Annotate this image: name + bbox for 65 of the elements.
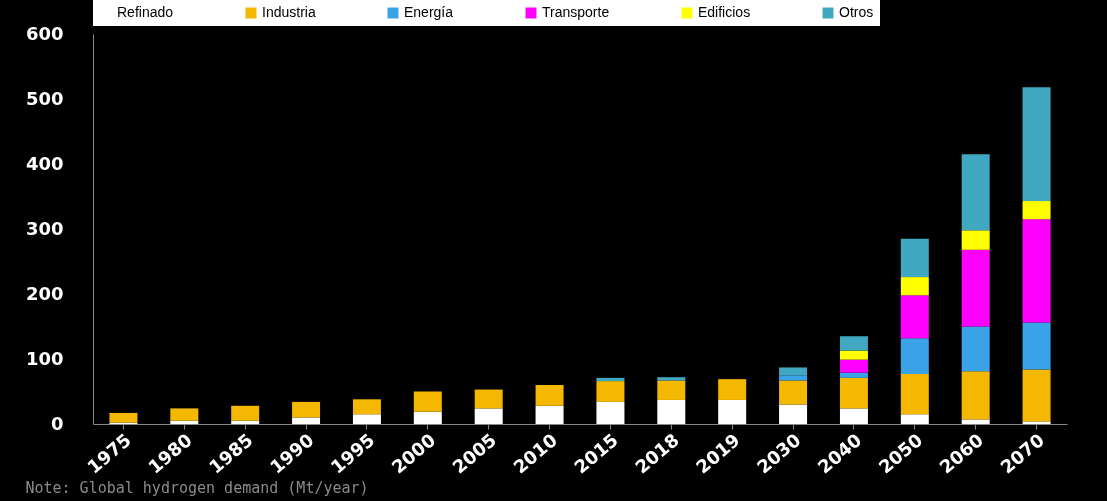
- bar: [839, 408, 868, 424]
- bar: [779, 375, 808, 381]
- bar: [961, 371, 990, 420]
- y-tick-label: 0: [50, 412, 64, 434]
- bar: [900, 295, 929, 339]
- bar: [779, 380, 808, 405]
- bar: [839, 350, 868, 360]
- bar: [596, 401, 625, 424]
- bar: [1022, 201, 1051, 220]
- bar: [718, 379, 747, 400]
- bar: [961, 230, 990, 250]
- bar: [657, 399, 686, 424]
- bar: [596, 377, 625, 382]
- bar: [839, 359, 868, 373]
- bar: [900, 338, 929, 374]
- legend-label: Otros: [839, 4, 874, 20]
- bar: [779, 404, 808, 424]
- bar: [535, 405, 564, 424]
- bar: [900, 277, 929, 296]
- bar: [657, 380, 686, 400]
- bar: [839, 336, 868, 351]
- bar: [961, 326, 990, 372]
- bar: [535, 385, 564, 406]
- bar: [413, 391, 442, 412]
- bar: [779, 367, 808, 376]
- y-tick-label: 100: [25, 347, 64, 369]
- bar: [1022, 322, 1051, 370]
- legend-label: Edificios: [698, 4, 751, 20]
- bar: [474, 408, 503, 424]
- bar: [231, 405, 260, 421]
- legend-label: Industria: [262, 4, 316, 20]
- legend-label: Energía: [404, 4, 454, 20]
- bar: [1022, 369, 1051, 422]
- y-tick-label: 500: [25, 87, 64, 109]
- y-tick-label: 200: [25, 282, 64, 304]
- bar: [900, 414, 929, 424]
- bar: [292, 401, 321, 418]
- y-tick-label: 300: [25, 217, 64, 239]
- bar: [170, 420, 199, 424]
- bar: [1022, 219, 1051, 323]
- bar: [1022, 87, 1051, 202]
- bar: [1022, 421, 1051, 424]
- bar: [961, 419, 990, 424]
- bar: [900, 238, 929, 278]
- bar: [352, 399, 381, 415]
- legend-label: Transporte: [542, 4, 610, 20]
- y-tick-label: 600: [25, 22, 64, 44]
- text: Refinado: [117, 4, 174, 20]
- bar: [839, 377, 868, 409]
- bar: [900, 373, 929, 415]
- bar: [292, 417, 321, 424]
- bar: [961, 154, 990, 231]
- bar: [170, 408, 199, 421]
- bar: [352, 414, 381, 424]
- bar: [839, 372, 868, 378]
- bar: [961, 249, 990, 327]
- bar: [231, 420, 260, 424]
- text: Note: Global hydrogen demand (Mt/year): [25, 478, 369, 497]
- y-tick-label: 400: [25, 152, 64, 174]
- bar: [474, 389, 503, 409]
- bar: [109, 412, 138, 423]
- bar: [596, 381, 625, 402]
- bar: [718, 399, 747, 424]
- bar: [657, 377, 686, 381]
- bar: [413, 411, 442, 424]
